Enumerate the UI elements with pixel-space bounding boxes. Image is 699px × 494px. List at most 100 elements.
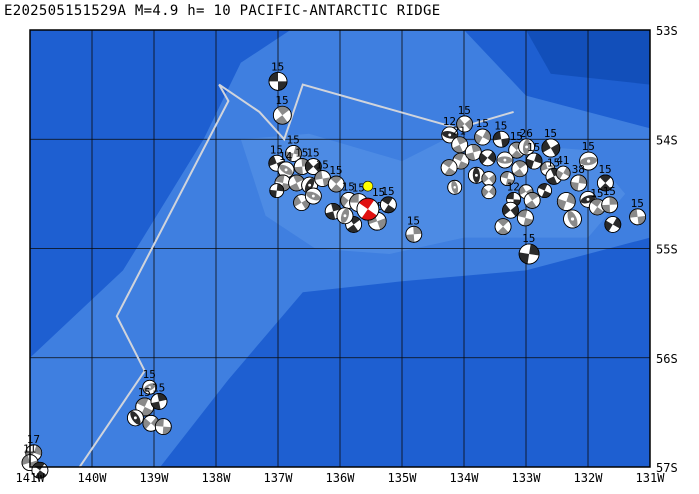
event-depth-label: 15 — [544, 127, 557, 140]
event-depth-label: 15 — [603, 185, 616, 198]
event-depth-label: 21 — [453, 125, 466, 138]
latitude-tick-label: 56S — [656, 352, 678, 366]
longitude-tick-label: 141W — [16, 471, 46, 485]
target-mechanism — [356, 197, 380, 221]
latitude-labels: 53S 54S 55S 56S 57S — [656, 24, 678, 475]
event-depth-label: 15 — [522, 232, 535, 245]
event-depth-label: 15 — [352, 182, 365, 195]
target-depth-label: 15 — [372, 186, 385, 199]
latitude-tick-label: 53S — [656, 24, 678, 38]
longitude-tick-label: 137W — [264, 471, 294, 485]
event-depth-label: 15 — [527, 141, 540, 154]
event-mechanism: 15 — [135, 386, 155, 417]
event-depth-label: 15 — [631, 197, 644, 210]
event-depth-label: 15 — [381, 185, 394, 198]
plate-boundary-line — [78, 83, 514, 467]
event-mechanism — [447, 179, 463, 195]
event-mechanism: 15 — [272, 94, 292, 125]
event-mechanism: 15 — [541, 127, 561, 158]
event-depth-label: 15 — [598, 163, 611, 176]
longitude-labels: 141W 140W 139W 138W 137W 136W 135W 134W 133W 132W… — [16, 471, 666, 485]
event-depth-label: 15 — [510, 130, 523, 143]
longitude-tick-label: 138W — [202, 471, 232, 485]
event-mechanism: 15 — [474, 117, 492, 146]
target-event: 15 — [356, 180, 385, 221]
event-mechanism: 15 — [492, 119, 510, 148]
event-mechanism — [537, 183, 552, 198]
event-depth-label: 14 — [279, 150, 293, 163]
event-mechanism — [154, 418, 172, 435]
event-depth-label: 41 — [556, 154, 569, 167]
event-depth-label: 38 — [572, 163, 585, 176]
event-depth-label: 15 — [582, 140, 595, 153]
event-mechanism: 15 — [601, 185, 619, 214]
longitude-tick-label: 134W — [450, 471, 480, 485]
event-depth-label: 12 — [507, 180, 520, 193]
event-depth-label: 15 — [494, 119, 507, 132]
longitude-tick-label: 139W — [140, 471, 170, 485]
event-depth-label: 12 — [443, 115, 456, 128]
event-depth-label: 15 — [458, 104, 471, 117]
event-mechanism: 15 — [285, 133, 302, 162]
event-depth-label: 26 — [520, 127, 533, 140]
longitude-tick-label: 132W — [574, 471, 604, 485]
event-depth-label: 15 — [476, 117, 489, 130]
event-mechanism: 15 — [142, 368, 158, 395]
event-mechanism: 14 — [277, 150, 295, 179]
map-title: E202505151529A M=4.9 h= 10 PACIFIC-ANTAR… — [4, 3, 441, 19]
event-depth-label: 15 — [329, 164, 342, 177]
event-mechanism: 15 — [518, 232, 540, 265]
event-mechanism — [556, 192, 576, 211]
event-mechanism: 15 — [456, 104, 474, 133]
longitude-tick-label: 136W — [326, 471, 356, 485]
event-mechanism: 15 — [304, 147, 322, 175]
longitude-tick-label: 135W — [388, 471, 418, 485]
event-mechanism: 15 — [525, 141, 543, 170]
event-mechanism — [502, 201, 519, 219]
map-frame — [29, 29, 651, 468]
event-mechanism: 15 — [379, 185, 397, 214]
latitude-tick-label: 55S — [656, 243, 678, 257]
event-depth-label: 15 — [342, 180, 355, 193]
longitude-tick-label: 133W — [512, 471, 542, 485]
event-mechanism — [481, 184, 497, 200]
event-mechanism — [126, 409, 144, 427]
latitude-tick-label: 54S — [656, 133, 678, 147]
event-mechanism — [604, 216, 622, 233]
event-depth-label: 15 — [271, 60, 284, 73]
longitude-tick-label: 131W — [636, 471, 666, 485]
event-depth-label: 15 — [407, 214, 420, 227]
event-depth-label: 15 — [143, 368, 156, 381]
event-mechanism: 15 — [588, 187, 606, 216]
event-depth-label: 15 — [275, 94, 288, 107]
event-mechanism: 15 — [314, 159, 332, 187]
event-mechanism — [516, 209, 534, 227]
event-mechanism — [479, 149, 496, 167]
event-mechanism — [481, 171, 497, 186]
event-mechanism: 15 — [596, 163, 614, 192]
event-depth-label: 15 — [138, 386, 151, 399]
event-depth-label: 15 — [152, 381, 165, 394]
event-depth-label: 15 — [287, 133, 300, 146]
event-depth-label: 15 — [316, 159, 329, 172]
event-mechanism — [269, 183, 285, 198]
event-mechanism — [511, 160, 529, 178]
event-mechanism — [464, 143, 482, 161]
event-mechanism — [345, 216, 363, 233]
event-mechanism: 15 — [405, 214, 423, 243]
longitude-tick-label: 140W — [78, 471, 108, 485]
event-mechanism: 21 — [451, 125, 469, 154]
event-depth-label: 15 — [547, 156, 560, 169]
epicenter-marker — [362, 180, 374, 192]
event-mechanism — [523, 192, 541, 209]
event-mechanism — [304, 187, 322, 205]
event-mechanism — [563, 209, 582, 229]
event-mechanism: 41 — [555, 154, 571, 181]
event-mechanism: 15 — [629, 197, 646, 226]
event-mechanism — [440, 159, 458, 177]
event-mechanism: 15 — [579, 140, 599, 171]
event-mechanism: 26 — [518, 127, 536, 156]
event-mechanism: 15 — [327, 164, 345, 193]
event-depth-label: 15 — [590, 187, 603, 200]
